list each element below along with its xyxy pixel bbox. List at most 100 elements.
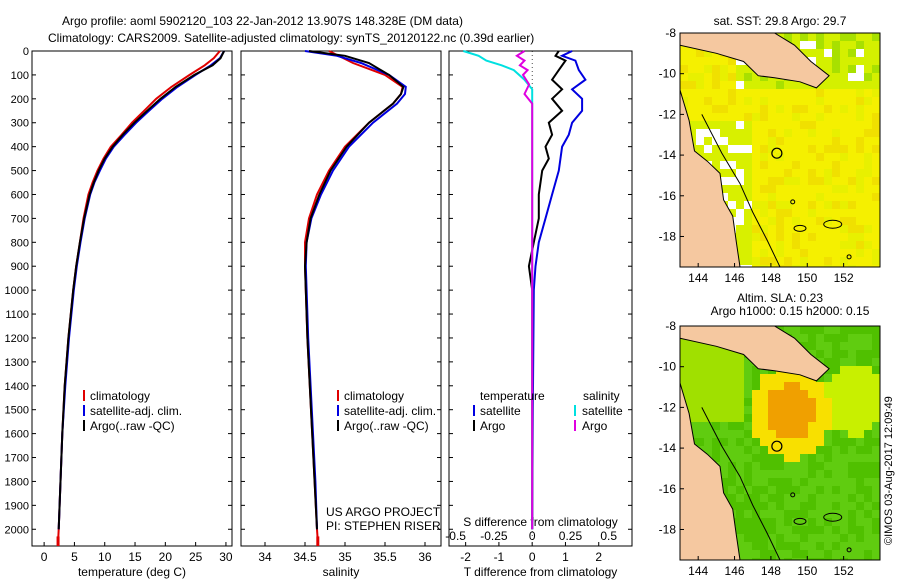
m2-cell <box>848 406 857 415</box>
m2-cell <box>760 534 769 543</box>
m1-cell <box>872 41 880 50</box>
m1-cell <box>728 81 737 90</box>
salinity-xtick-label: 35.5 <box>373 550 397 564</box>
m2-title: Altim. SLA: 0.23 <box>737 291 823 305</box>
m1-cell <box>872 161 880 170</box>
m2-land-australia <box>680 382 741 560</box>
m2-cell <box>864 366 873 375</box>
m2-cell <box>824 358 833 367</box>
m2-cell <box>696 382 705 391</box>
depth-tick-label: 0 <box>23 46 29 58</box>
m2-cell <box>816 478 825 487</box>
m1-cell <box>856 121 865 130</box>
m2-cell <box>864 414 873 423</box>
m1-cell <box>872 73 880 82</box>
difference-top-tick-label: -0.25 <box>480 529 508 543</box>
m1-cell <box>736 225 745 234</box>
m1-cell <box>800 33 809 42</box>
m2-xtick-label: 144 <box>688 564 708 578</box>
m1-cell <box>816 49 825 58</box>
m1-cell <box>760 161 769 170</box>
m1-cell <box>832 209 841 218</box>
m1-xtick-label: 146 <box>725 271 745 285</box>
m1-cell <box>872 65 880 74</box>
m2-cell <box>872 526 880 535</box>
m2-cell <box>784 470 793 479</box>
m2-cell <box>792 462 801 471</box>
m1-cell <box>816 145 825 154</box>
m2-cell <box>744 462 753 471</box>
m1-cell <box>856 185 865 194</box>
m1-cell <box>792 241 801 250</box>
m2-cell <box>800 534 809 543</box>
m2-cell <box>800 470 809 479</box>
m1-cell <box>752 265 761 267</box>
m1-cell <box>864 233 873 242</box>
m2-cell <box>840 366 849 375</box>
m1-cell <box>824 209 833 218</box>
m1-cell <box>864 97 873 106</box>
m2-cell <box>784 502 793 511</box>
m1-cell <box>704 81 713 90</box>
m2-cell <box>760 406 769 415</box>
m1-cell <box>840 33 849 42</box>
depth-tick-label: 1100 <box>5 309 29 321</box>
m1-cell <box>832 185 841 194</box>
m1-cell <box>800 169 809 178</box>
m2-cell <box>784 478 793 487</box>
m1-cell <box>736 145 745 154</box>
m2-cell <box>720 358 729 367</box>
m2-cell <box>760 470 769 479</box>
m1-cell <box>824 169 833 178</box>
m2-cell <box>840 358 849 367</box>
m2-cell <box>704 350 713 359</box>
project-line: US ARGO PROJECT <box>326 505 441 519</box>
m1-xtick-label: 148 <box>761 271 781 285</box>
m1-cell <box>816 121 825 130</box>
m2-cell <box>832 510 841 519</box>
m1-cell <box>864 201 873 210</box>
m2-cell <box>872 358 880 367</box>
m2-cell <box>728 382 737 391</box>
m1-cell <box>808 169 817 178</box>
m2-cell <box>776 542 785 551</box>
m1-cell <box>832 89 841 98</box>
m1-cell <box>752 201 761 210</box>
m1-cell <box>800 97 809 106</box>
m2-cell <box>856 526 865 535</box>
m2-cell <box>768 422 777 431</box>
m2-cell <box>792 558 801 560</box>
m1-ytick-label: -18 <box>659 229 677 243</box>
m1-cell <box>816 233 825 242</box>
m1-cell <box>848 105 857 114</box>
m2-cell <box>832 446 841 455</box>
m2-cell <box>776 510 785 519</box>
m2-cell <box>696 374 705 383</box>
m2-cell <box>752 398 761 407</box>
m1-cell <box>696 89 705 98</box>
m1-cell <box>808 177 817 186</box>
m1-cell <box>784 129 793 138</box>
m1-cell <box>792 233 801 242</box>
m2-cell <box>760 478 769 487</box>
m2-ytick-label: -18 <box>659 522 677 536</box>
m1-cell <box>856 209 865 218</box>
m1-title: sat. SST: 29.8 Argo: 29.7 <box>714 14 847 28</box>
m1-cell <box>720 97 729 106</box>
m2-cell <box>856 478 865 487</box>
depth-tick-label: 1000 <box>5 285 29 297</box>
m2-cell <box>792 406 801 415</box>
m2-cell <box>864 422 873 431</box>
temperature-panel: 0100200300400500600700800900100011001200… <box>5 46 233 579</box>
m1-cell <box>864 249 873 258</box>
m1-cell <box>736 153 745 162</box>
m1-cell <box>824 225 833 234</box>
m2-cell <box>832 526 841 535</box>
m2-cell <box>848 462 857 471</box>
m1-cell <box>744 193 753 202</box>
m1-cell <box>872 209 880 218</box>
m2-cell <box>760 438 769 447</box>
m1-cell <box>784 241 793 250</box>
m2-cell <box>712 366 721 375</box>
m2-cell <box>800 446 809 455</box>
